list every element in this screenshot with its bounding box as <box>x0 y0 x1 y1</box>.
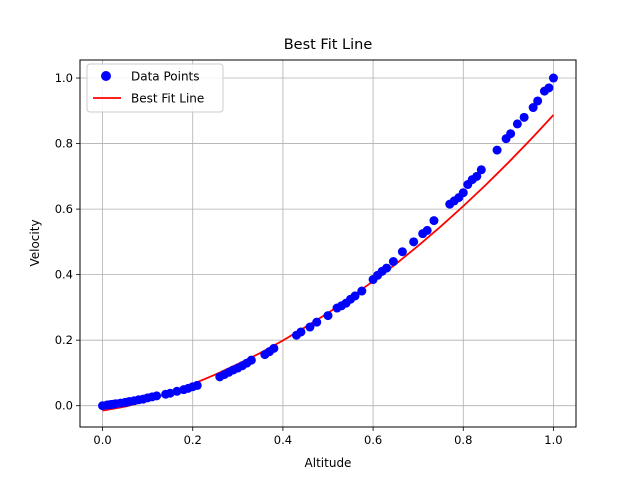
data-point <box>296 327 306 337</box>
x-tick-label: 1.0 <box>544 433 562 447</box>
best-fit-line-series <box>102 114 555 412</box>
y-tick-label: 0.8 <box>55 137 73 151</box>
legend: Data Points Best Fit Line <box>86 63 224 113</box>
legend-data-points-marker <box>101 71 111 81</box>
data-point <box>476 165 486 175</box>
legend-data-points-label: Data Points <box>131 70 200 84</box>
x-tick-label: 0.8 <box>454 433 472 447</box>
data-point <box>192 380 202 390</box>
data-point <box>548 73 558 83</box>
x-axis-label: Altitude <box>305 456 352 470</box>
x-tick-label: 0.0 <box>93 433 111 447</box>
data-point <box>512 119 522 129</box>
data-point <box>269 343 279 353</box>
y-axis-label: Velocity <box>28 219 42 266</box>
data-point <box>165 388 175 398</box>
data-point <box>305 322 315 332</box>
data-point <box>397 247 407 257</box>
axes-frame <box>79 59 577 428</box>
grid <box>80 60 576 427</box>
data-point <box>472 171 482 181</box>
data-point <box>519 112 529 122</box>
data-points-series <box>98 73 558 411</box>
y-tick-label: 0.6 <box>55 202 73 216</box>
data-point <box>172 386 182 396</box>
best-fit-line <box>102 114 555 412</box>
ticks: 0.0 0.2 0.4 0.6 0.8 1.0 0.0 0.2 0.4 0.6 0.8 1.0 <box>55 71 563 447</box>
data-point <box>458 188 468 198</box>
data-point <box>429 216 439 226</box>
data-point <box>409 237 419 247</box>
data-point <box>357 286 367 296</box>
data-point <box>246 355 256 365</box>
x-tick-label: 0.6 <box>364 433 382 447</box>
data-point <box>350 291 360 301</box>
data-point <box>312 317 322 327</box>
data-point <box>422 225 432 235</box>
x-tick-label: 0.2 <box>184 433 202 447</box>
data-point <box>533 96 543 106</box>
y-tick-label: 0.0 <box>55 399 73 413</box>
y-tick-label: 0.4 <box>55 268 73 282</box>
legend-best-fit-line-label: Best Fit Line <box>131 92 204 106</box>
data-point <box>492 145 502 155</box>
y-tick-label: 0.2 <box>55 333 73 347</box>
y-tick-label: 1.0 <box>55 71 73 85</box>
data-point <box>528 103 538 113</box>
data-point <box>388 257 398 267</box>
x-tick-label: 0.4 <box>274 433 292 447</box>
data-point <box>544 83 554 93</box>
data-point <box>506 129 516 139</box>
data-point <box>152 391 162 401</box>
data-point <box>382 263 392 273</box>
data-point <box>323 311 333 321</box>
chart-title: Best Fit Line <box>284 37 373 53</box>
legend-box <box>86 63 224 113</box>
